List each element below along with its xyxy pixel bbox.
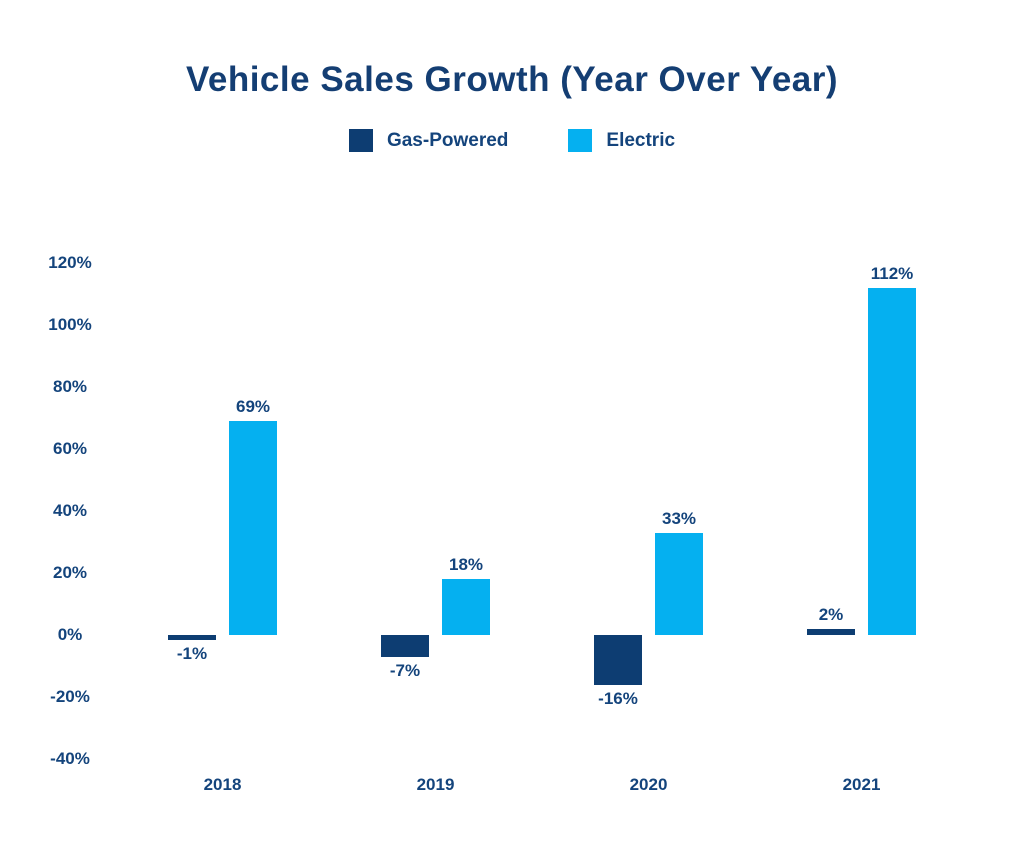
x-category-label: 2021 (842, 775, 881, 794)
bar-value-label: 18% (448, 555, 484, 575)
bar-gas-powered-2019 (381, 635, 429, 657)
bar-gas-powered-2021 (807, 628, 855, 635)
chart-title: Vehicle Sales Growth (Year Over Year) (185, 60, 839, 99)
legend-item-electric: Electric (568, 129, 675, 152)
y-tick-label: 80% (52, 377, 88, 396)
y-tick-label: -40% (50, 749, 90, 768)
y-tick-label: 0% (57, 625, 83, 644)
bar-gas-powered-2018 (168, 635, 216, 640)
legend-label-electric: Electric (606, 129, 676, 151)
y-tick-label: 120% (48, 253, 92, 272)
bar-value-label: -1% (176, 644, 208, 663)
legend-swatch-gas-powered (348, 129, 373, 152)
x-category-label: 2018 (203, 775, 242, 794)
bar-value-label: 33% (661, 508, 697, 528)
bar-value-label: 69% (235, 397, 271, 417)
bar-value-label: -7% (389, 660, 421, 680)
y-tick-label: 100% (48, 315, 92, 334)
y-tick-label: 20% (52, 563, 88, 582)
bar-gas-powered-2020 (594, 635, 642, 685)
bar-electric-2018 (229, 421, 277, 635)
legend-swatch-electric (568, 129, 593, 152)
bar-value-label: 112% (870, 263, 914, 283)
bar-electric-2021 (868, 287, 916, 635)
y-tick-label: 40% (52, 501, 88, 520)
x-category-label: 2020 (629, 775, 668, 794)
bar-value-label: -16% (598, 688, 638, 708)
legend-label-gas-powered: Gas-Powered (386, 129, 509, 151)
y-tick-label: -20% (50, 687, 90, 706)
bar-electric-2020 (655, 532, 703, 635)
bar-value-label: 2% (818, 604, 844, 624)
bar-electric-2019 (442, 579, 490, 635)
y-tick-label: 60% (52, 439, 88, 458)
legend-item-gas-powered: Gas-Powered (348, 129, 509, 152)
x-category-label: 2019 (416, 775, 455, 794)
legend: Gas-Powered Electric (0, 129, 1024, 152)
